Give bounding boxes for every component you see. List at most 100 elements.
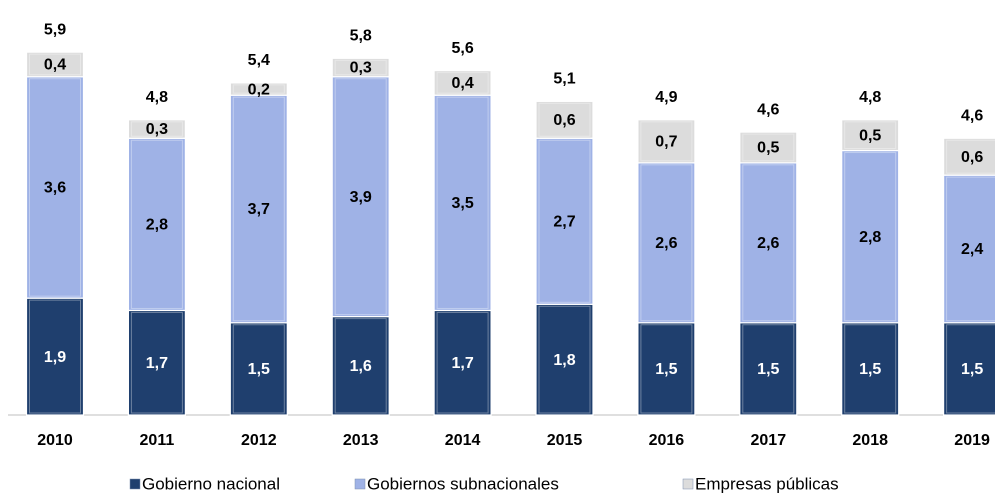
bar-bevel <box>640 164 693 322</box>
bar-segment <box>739 322 798 416</box>
value-label: 0,6 <box>553 112 575 129</box>
bar-segment <box>841 322 900 416</box>
total-label: 5,6 <box>451 40 473 57</box>
value-label: 1,9 <box>44 349 66 366</box>
bar-bevel <box>742 324 795 414</box>
x-tick-label: 2013 <box>343 432 379 449</box>
bar-bevel <box>844 324 897 414</box>
value-label: 2,8 <box>859 229 881 246</box>
total-label: 4,8 <box>146 89 168 106</box>
bar-segment <box>331 57 390 78</box>
x-tick-label: 2011 <box>140 432 175 449</box>
bar-segment <box>25 297 85 416</box>
total-label: 4,9 <box>655 89 677 106</box>
value-label: 3,9 <box>350 189 372 206</box>
total-label: 5,4 <box>248 52 270 69</box>
bar-segment <box>331 316 390 416</box>
total-label: 5,8 <box>350 28 372 45</box>
legend-label: Gobierno nacional <box>142 474 280 493</box>
bar-bevel <box>436 96 489 309</box>
value-label: 1,8 <box>553 352 575 369</box>
bar-segment <box>331 76 390 318</box>
bar-segment <box>637 162 696 324</box>
bar-segment <box>433 309 492 416</box>
x-tick-label: 2010 <box>37 432 73 449</box>
x-tick-label: 2017 <box>751 432 787 449</box>
value-label: 1,6 <box>350 358 372 375</box>
value-label: 1,5 <box>757 361 779 378</box>
x-tick-label: 2012 <box>241 432 277 449</box>
bar-segment <box>535 303 594 416</box>
bar-bevel <box>130 139 183 309</box>
bar-bevel <box>844 121 897 150</box>
bar-segment <box>942 137 995 176</box>
total-label: 4,8 <box>859 89 881 106</box>
bar-segment <box>535 137 594 305</box>
bar-segment <box>25 51 85 78</box>
total-label: 4,6 <box>961 107 983 124</box>
value-label: 0,3 <box>146 121 168 138</box>
value-label: 3,6 <box>44 180 66 197</box>
bar-segment <box>535 100 594 139</box>
bar-segment <box>637 119 696 164</box>
value-label: 0,4 <box>451 75 473 92</box>
bar-bevel <box>334 59 387 76</box>
bar-segment <box>127 119 186 139</box>
bar-bevel <box>334 78 387 316</box>
value-label: 2,7 <box>553 213 575 230</box>
value-label: 3,5 <box>451 195 473 212</box>
x-tick-label: 2019 <box>954 432 990 449</box>
x-tick-label: 2016 <box>649 432 685 449</box>
value-label: 3,7 <box>248 201 270 218</box>
bar-bevel <box>946 324 995 414</box>
bar-bevel <box>436 311 489 414</box>
total-label: 5,9 <box>44 21 66 38</box>
value-label: 0,5 <box>859 127 881 144</box>
bar-bevel <box>538 139 591 303</box>
legend-marker <box>682 478 694 490</box>
bar-bevel <box>538 305 591 414</box>
bar-bevel <box>640 324 693 414</box>
legend-label: Empresas públicas <box>695 474 839 493</box>
bar-segment <box>229 82 288 96</box>
value-label: 2,8 <box>146 217 168 234</box>
x-tick-label: 2015 <box>547 432 583 449</box>
bar-segment <box>229 322 288 416</box>
total-label: 5,1 <box>553 71 575 88</box>
bar-bevel <box>334 318 387 414</box>
value-label: 1,5 <box>655 361 677 378</box>
value-label: 2,4 <box>961 241 983 258</box>
value-label: 2,6 <box>757 235 779 252</box>
x-tick-label: 2014 <box>445 432 481 449</box>
bar-segment <box>739 131 798 164</box>
value-label: 1,5 <box>961 361 983 378</box>
value-label: 0,6 <box>961 149 983 166</box>
value-label: 0,3 <box>350 60 372 77</box>
value-label: 0,4 <box>44 57 66 74</box>
bar-bevel <box>538 102 591 137</box>
value-label: 2,6 <box>655 235 677 252</box>
bar-bevel <box>742 133 795 162</box>
value-label: 1,5 <box>248 361 270 378</box>
bar-bevel <box>130 121 183 137</box>
bar-bevel <box>640 121 693 162</box>
bar-bevel <box>742 164 795 322</box>
total-label: 4,6 <box>757 101 779 118</box>
value-label: 1,7 <box>146 355 168 372</box>
legend-label: Gobiernos subnacionales <box>367 474 559 493</box>
bar-segment <box>433 69 492 96</box>
bar-segment <box>229 94 288 324</box>
bar-bevel <box>946 176 995 322</box>
x-tick-label: 2018 <box>852 432 888 449</box>
bar-bevel <box>29 78 81 297</box>
bar-segment <box>841 119 900 152</box>
bar-bevel <box>844 152 897 322</box>
legend-marker <box>129 478 141 490</box>
bar-bevel <box>29 299 81 414</box>
bar-bevel <box>232 324 285 414</box>
bar-bevel <box>29 53 81 76</box>
bar-bevel <box>232 96 285 322</box>
bar-bevel <box>130 311 183 414</box>
bar-bevel <box>436 72 489 94</box>
